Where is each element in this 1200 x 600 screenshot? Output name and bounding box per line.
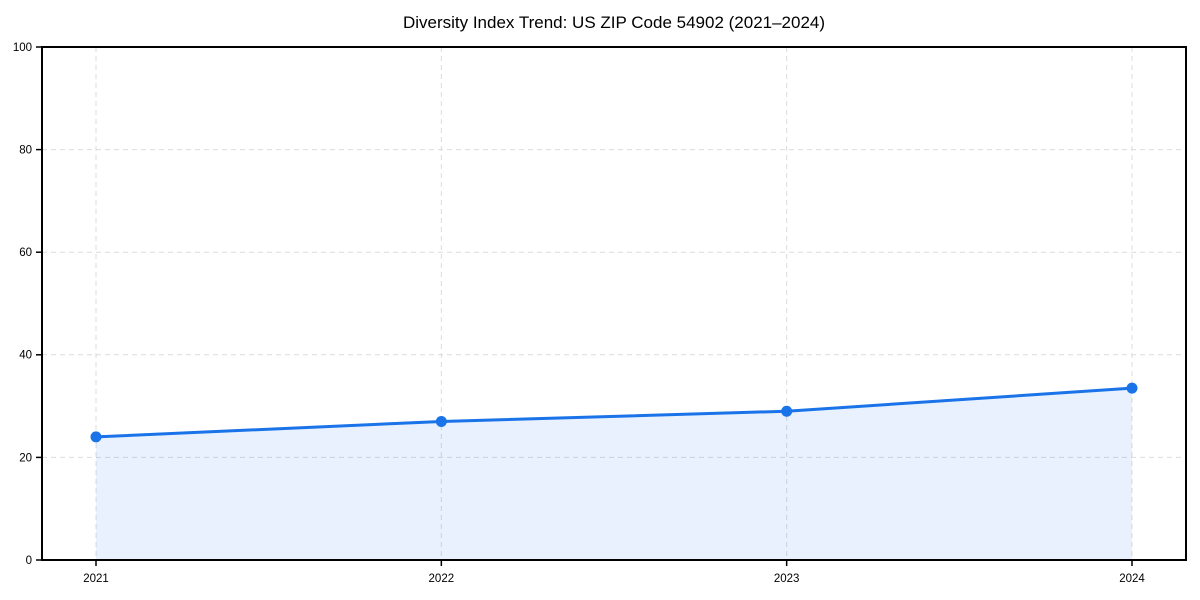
data-point [781, 405, 793, 417]
x-tick-label: 2024 [1119, 573, 1145, 585]
y-tick-label: 40 [19, 350, 32, 362]
x-tick-label: 2021 [83, 573, 109, 585]
y-tick-label: 80 [19, 145, 32, 157]
data-point [435, 415, 447, 427]
data-point [1126, 382, 1138, 394]
trend-line [94, 386, 1134, 439]
x-tick-label: 2023 [774, 573, 800, 585]
y-tick-label: 60 [19, 247, 32, 259]
data-point [90, 431, 102, 443]
y-tick-label: 100 [13, 42, 32, 54]
plot-border [41, 46, 1187, 561]
area-fill [96, 388, 1132, 560]
y-tick-label: 0 [26, 555, 32, 567]
y-tick-label: 20 [19, 452, 32, 464]
chart-title: Diversity Index Trend: US ZIP Code 54902… [402, 13, 826, 32]
x-tick-label: 2022 [429, 573, 455, 585]
